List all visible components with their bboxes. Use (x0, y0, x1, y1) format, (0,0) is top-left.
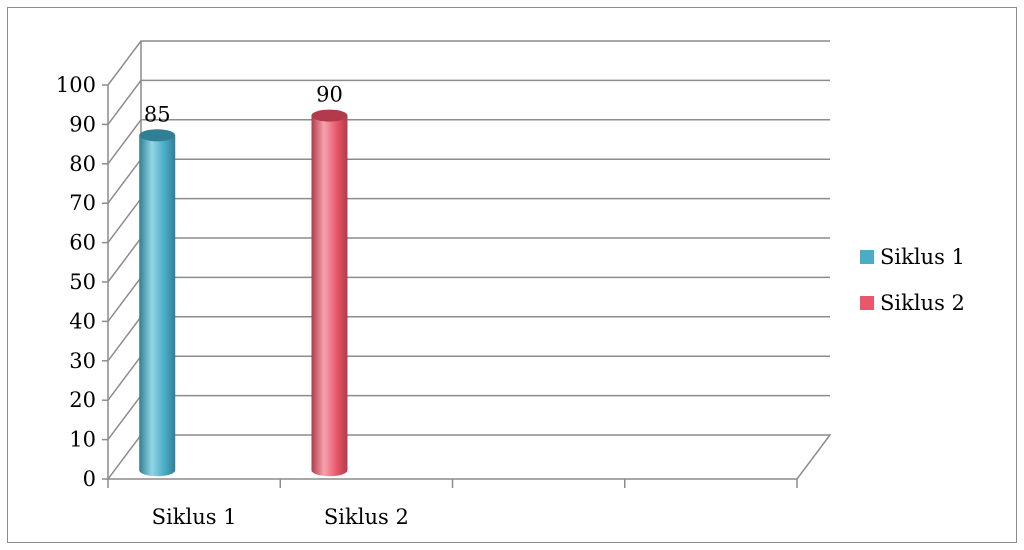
y-tick-label: 10 (69, 428, 96, 452)
y-tick-label: 70 (69, 191, 96, 215)
gridline (107, 355, 830, 401)
gridline (107, 394, 830, 441)
gridline (107, 316, 830, 362)
gridline (107, 197, 830, 244)
y-tick-label: 80 (69, 152, 96, 176)
bars (139, 109, 348, 477)
gridline (107, 237, 830, 283)
bar-body (139, 135, 176, 477)
y-tick-label: 100 (56, 73, 96, 97)
y-tick-label: 50 (69, 270, 96, 294)
gridline (107, 119, 830, 165)
gridline (107, 276, 830, 322)
gridline (107, 79, 830, 125)
legend-swatch (860, 250, 874, 264)
bar-top (311, 109, 348, 122)
legend-label: Siklus 2 (880, 291, 965, 315)
y-axis-ticks: 0 10 20 30 40 50 60 70 80 90 100 (56, 73, 108, 491)
data-label: 90 (316, 83, 343, 107)
y-tick-label: 0 (83, 467, 96, 491)
legend: Siklus 1 Siklus 2 (860, 245, 965, 315)
y-tick-label: 30 (69, 349, 96, 373)
x-tick-label: Siklus 1 (152, 505, 237, 529)
y-tick-label: 90 (69, 112, 96, 136)
bar-body (311, 115, 348, 477)
legend-label: Siklus 1 (880, 245, 965, 269)
bar-top (139, 129, 176, 142)
gridline (107, 40, 830, 86)
floor (106, 434, 832, 480)
y-tick-label: 20 (69, 388, 96, 412)
chart-frame (7, 7, 1017, 543)
data-labels: 85 90 (144, 83, 343, 127)
x-tick-label: Siklus 2 (324, 505, 409, 529)
bar-siklus-1 (139, 129, 176, 477)
gridline (107, 158, 830, 204)
y-tick-label: 40 (69, 309, 96, 333)
gridlines (107, 40, 830, 441)
data-label: 85 (144, 102, 171, 126)
legend-swatch (860, 296, 874, 310)
y-tick-label: 60 (69, 231, 96, 255)
x-axis-ticks: Siklus 1 Siklus 2 (107, 479, 798, 529)
bar-siklus-2 (311, 109, 348, 477)
chart-walls (106, 41, 832, 480)
